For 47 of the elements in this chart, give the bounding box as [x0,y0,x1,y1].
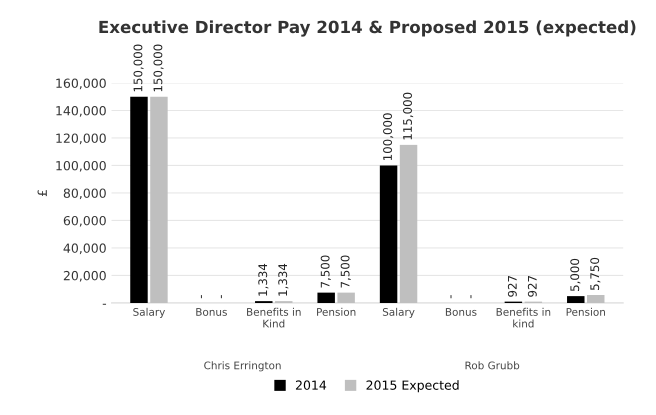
text: Chris Errington [204,361,281,372]
y-tick-label: 100,000 [56,160,106,172]
bar [337,292,355,303]
y-axis-title: £ [38,190,47,196]
y-tick-label: 160,000 [56,78,106,90]
bar [130,96,148,303]
x-tick-label: Salary [133,308,166,318]
y-tick-label: 20,000 [64,270,106,282]
bar [587,295,604,303]
data-label: 100,000 [383,113,394,160]
y-tick-label: 60,000 [64,216,106,227]
chart-title: Executive Director Pay 2014 & Proposed 2015 (expected) [99,20,636,37]
data-label: - [450,295,452,298]
data-label: - [470,295,472,298]
x-tick-label: Salary [382,308,415,318]
bar [150,96,168,303]
data-label: 7,500 [320,255,331,288]
data-label: 927 [508,276,517,297]
data-label: 115,000 [403,92,414,140]
data-label: - [200,295,202,298]
data-label: 7,500 [340,255,351,288]
y-tick-label: - [102,304,106,305]
data-label: 5,750 [590,258,600,290]
x-tick-label: Pension [566,308,605,316]
bar [567,296,585,303]
data-label: 5,000 [570,258,580,291]
bar [317,292,335,303]
x-tick-label: Benefits in Kind [247,308,301,328]
y-tick-label: 120,000 [56,133,106,144]
x-tick-label: Bonus [446,308,477,316]
y-tick-label: 40,000 [64,243,106,254]
data-label: 150,000 [153,44,164,92]
data-label: 927 [528,276,537,297]
data-label: 1,334 [278,264,288,296]
y-tick-label: 140,000 [56,106,106,117]
x-tick-label: Bonus [196,308,227,316]
data-label: 150,000 [133,44,144,92]
bar [400,144,418,303]
text: Rob Grubb [466,361,520,370]
legend-label: 2014 [296,380,326,390]
y-tick-label: 80,000 [64,188,106,200]
x-tick-label: Benefits in kind [496,308,550,328]
data-label: - [220,295,222,298]
x-tick-label: Pension [317,308,356,316]
data-label: 1,334 [258,264,268,296]
legend-label: 2015 Expected [366,380,459,392]
bar [380,165,398,303]
